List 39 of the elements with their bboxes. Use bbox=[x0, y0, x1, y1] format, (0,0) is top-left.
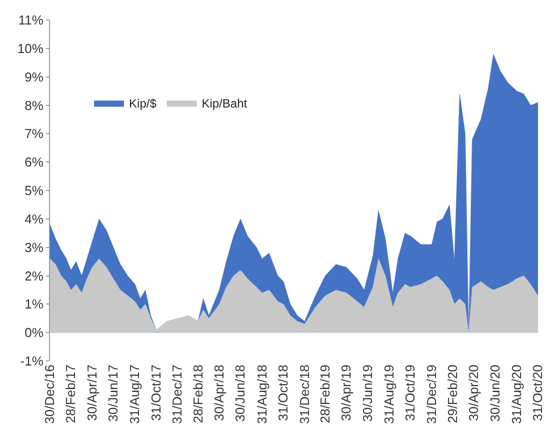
x-tick-label: 31/Oct/19 bbox=[402, 364, 418, 421]
x-tick-label: 30/Apr/17 bbox=[84, 364, 100, 421]
y-tick-label: 7% bbox=[24, 126, 44, 142]
x-tick-label: 31/Dec/18 bbox=[296, 364, 312, 424]
x-tick-label: 30/Apr/20 bbox=[466, 364, 482, 421]
y-tick-label: 9% bbox=[24, 69, 44, 84]
y-tick-label: -1% bbox=[20, 354, 44, 369]
legend-label: Kip/Baht bbox=[202, 96, 248, 110]
x-tick-label: 30/Jun/19 bbox=[360, 364, 375, 422]
y-tick-label: 8% bbox=[24, 98, 44, 113]
y-tick-label: 1% bbox=[24, 296, 44, 312]
x-tick-label: 28/Feb/17 bbox=[63, 364, 78, 424]
x-tick-label: 31/Aug/19 bbox=[381, 364, 396, 424]
x-tick-label: 31/Dec/19 bbox=[424, 364, 439, 424]
x-tick-label: 31/Aug/17 bbox=[127, 364, 142, 424]
x-tick-label: 30/Jun/17 bbox=[106, 364, 121, 422]
y-tick-label: 10% bbox=[17, 40, 44, 56]
x-tick-label: 31/Oct/18 bbox=[276, 364, 291, 421]
x-tick-label: 30/Apr/18 bbox=[212, 364, 227, 421]
x-tick-label: 30/Jun/18 bbox=[232, 364, 248, 422]
x-tick-label: 30/Dec/16 bbox=[42, 364, 58, 424]
y-tick-label: 6% bbox=[24, 154, 44, 170]
y-tick-label: 0% bbox=[24, 325, 44, 340]
y-tick-label: 11% bbox=[18, 12, 44, 28]
y-tick-label: 5% bbox=[24, 183, 44, 198]
y-tick-label: 3% bbox=[24, 240, 44, 255]
x-tick-label: 28/Feb/19 bbox=[317, 364, 332, 424]
y-tick-label: 2% bbox=[24, 268, 44, 284]
x-tick-label: 31/Oct/20 bbox=[530, 364, 546, 421]
legend-label: Kip/$ bbox=[129, 96, 157, 110]
x-tick-label: 30/Jun/20 bbox=[487, 364, 502, 422]
x-tick-label: 31/Dec/17 bbox=[170, 364, 185, 424]
x-tick-label: 29/Feb/20 bbox=[444, 364, 460, 424]
x-tick-label: 31/Aug/18 bbox=[254, 364, 270, 424]
x-tick-label: 28/Feb/18 bbox=[190, 364, 206, 424]
y-tick-label: 4% bbox=[24, 211, 44, 226]
x-tick-label: 31/Oct/17 bbox=[148, 364, 164, 421]
x-tick-label: 31/Aug/20 bbox=[508, 364, 524, 424]
x-tick-label: 30/Apr/19 bbox=[338, 364, 354, 421]
